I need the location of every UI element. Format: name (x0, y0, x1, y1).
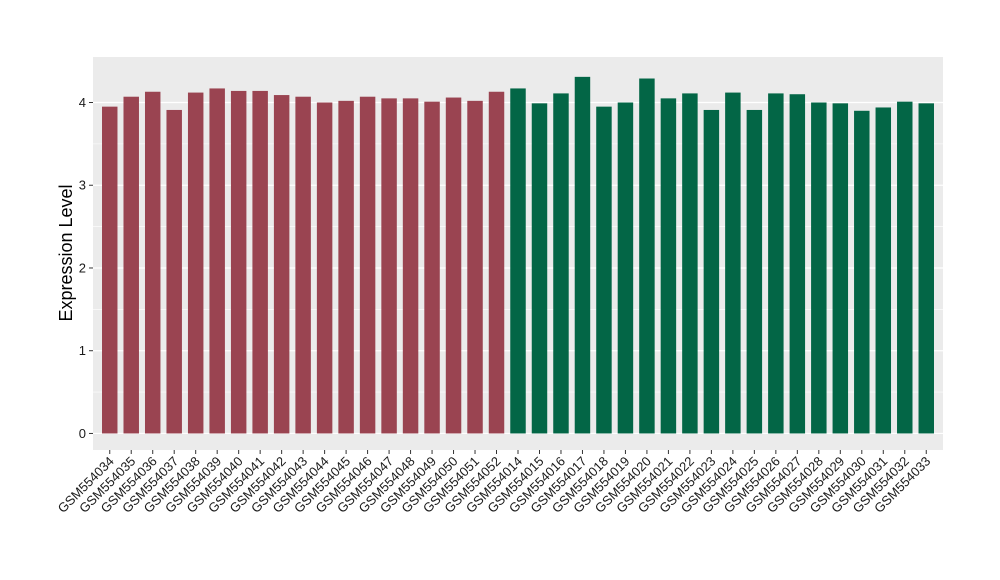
x-axis: GSM554034GSM554035GSM554036GSM554037GSM5… (55, 450, 933, 516)
bar-GSM554044 (316, 102, 333, 434)
y-axis: 0 1 2 3 4 (79, 95, 93, 441)
y-axis-title: Expression Level (56, 184, 76, 321)
bar-GSM554016 (553, 93, 569, 434)
bar-GSM554040 (230, 90, 247, 434)
bar-GSM554027 (789, 94, 806, 434)
bar-GSM554041 (252, 90, 268, 434)
y-tick-label: 1 (79, 343, 86, 358)
bar-GSM554038 (187, 92, 204, 434)
y-tick-label: 4 (79, 95, 86, 110)
bar-GSM554039 (209, 88, 225, 434)
bars (102, 76, 934, 434)
bar-GSM554051 (467, 100, 483, 434)
bar-GSM554022 (682, 93, 698, 434)
bar-GSM554030 (854, 110, 870, 434)
bar-GSM554050 (445, 97, 462, 434)
bar-GSM554049 (424, 101, 440, 434)
bar-GSM554047 (381, 98, 397, 434)
bar-GSM554014 (510, 88, 526, 434)
bar-GSM554048 (402, 98, 419, 434)
bar-GSM554036 (144, 91, 161, 434)
bar-GSM554033 (918, 103, 934, 434)
bar-GSM554037 (166, 109, 182, 434)
bar-GSM554031 (875, 107, 892, 434)
bar-GSM554045 (338, 100, 354, 434)
bar-GSM554017 (574, 76, 591, 434)
bar-GSM554046 (359, 96, 376, 434)
bar-GSM554019 (617, 102, 634, 434)
bar-GSM554025 (746, 109, 763, 434)
bar-GSM554042 (273, 95, 290, 434)
bar-GSM554024 (725, 92, 741, 434)
bar-GSM554052 (488, 91, 505, 434)
bar-GSM554035 (123, 96, 139, 434)
bar-GSM554028 (811, 102, 827, 434)
y-tick-label: 3 (79, 178, 86, 193)
y-tick-label: 0 (79, 426, 86, 441)
bar-GSM554043 (295, 96, 311, 434)
y-tick-label: 2 (79, 260, 86, 275)
bar-GSM554023 (703, 109, 720, 434)
bar-GSM554026 (768, 93, 784, 434)
bar-GSM554034 (102, 106, 118, 434)
bar-GSM554018 (596, 106, 612, 434)
bar-GSM554015 (531, 103, 548, 434)
bar-GSM554032 (897, 101, 913, 434)
bar-GSM554021 (660, 98, 677, 434)
bar-GSM554020 (639, 78, 655, 434)
bar-GSM554029 (832, 103, 849, 434)
